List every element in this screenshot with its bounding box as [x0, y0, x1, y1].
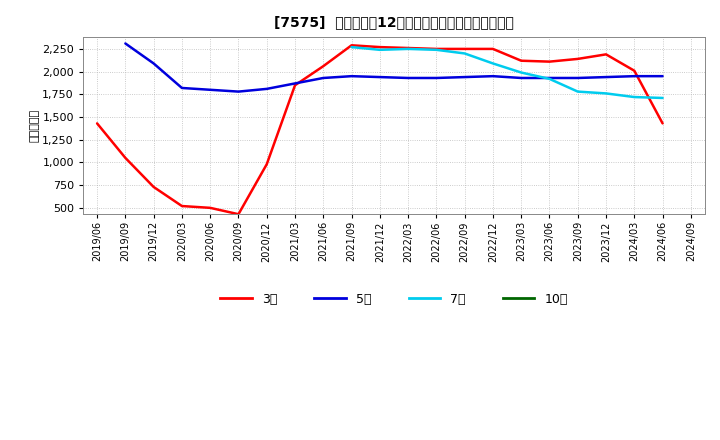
Title: [7575]  当期純利益12か月移動合計の標準偏差の推移: [7575] 当期純利益12か月移動合計の標準偏差の推移	[274, 15, 514, 29]
Y-axis label: （百万円）: （百万円）	[30, 109, 40, 142]
Legend: 3年, 5年, 7年, 10年: 3年, 5年, 7年, 10年	[215, 288, 572, 311]
